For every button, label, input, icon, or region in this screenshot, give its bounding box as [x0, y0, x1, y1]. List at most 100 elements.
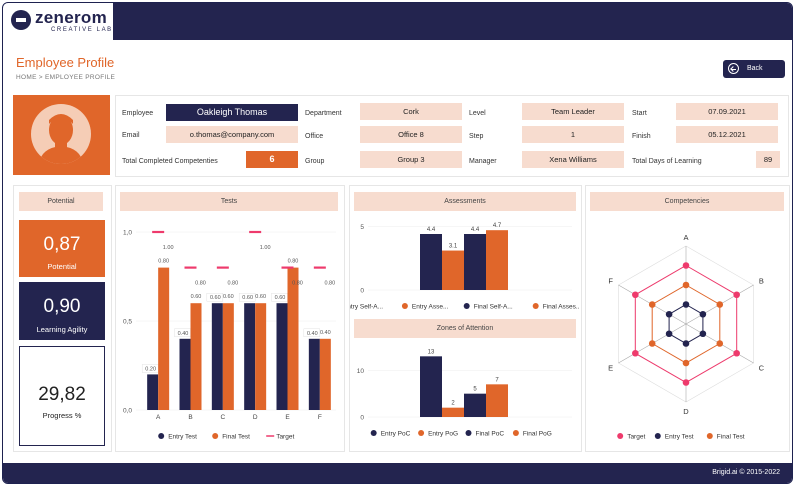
radar-point [699, 330, 707, 338]
data-label-final: 0.60 [255, 294, 266, 300]
start-value: 07.09.2021 [676, 103, 778, 120]
y-tick-label: 0,0 [123, 408, 132, 415]
radar-point [665, 330, 673, 338]
legend-label: Entry Test [665, 434, 694, 441]
data-label-box [238, 292, 256, 302]
user-avatar-icon [31, 104, 91, 164]
legend-label: Final Test [222, 434, 250, 441]
radar-point [648, 301, 656, 308]
footer-text: Brigid.ai © 2015-2022 [712, 469, 780, 476]
profile-details: Employee Oakleigh Thomas Email o.thomas@… [115, 95, 789, 177]
competencies-label: Total Completed Competenties [122, 158, 218, 165]
radar-axis-label: C [759, 364, 765, 373]
back-button-label: Back [747, 65, 763, 72]
breadcrumb[interactable]: HOME > EMPLOYEE PROFILE [16, 74, 116, 81]
x-tick-label: F [318, 414, 322, 421]
progress-kpi: 29,82 Progress % [19, 346, 105, 446]
page-title: Employee Profile [16, 55, 115, 70]
data-label-target: 1.00 [163, 245, 174, 251]
radar-point [632, 349, 639, 357]
brand-logo[interactable]: zenerom CREATIVE LAB [3, 3, 113, 40]
potential-panel: Potential 0,87 Potential 0,90 Learning A… [13, 185, 112, 452]
x-tick-label: B [188, 414, 192, 421]
legend-marker [212, 433, 219, 439]
competencies-chart-title: Competencies [590, 192, 784, 211]
bar-final-test [255, 303, 267, 410]
department-value: Cork [360, 103, 462, 120]
department-label: Department [305, 110, 342, 117]
legend-marker [532, 303, 539, 309]
bar-entry-test [276, 303, 288, 410]
agility-kpi-value: 0,90 [43, 296, 81, 317]
data-label: 4.4 [471, 227, 480, 233]
data-label-final: 0.40 [320, 330, 331, 336]
bar-final-test [222, 303, 234, 410]
employee-label: Employee [122, 110, 154, 117]
y-tick-label: 0,5 [123, 319, 132, 326]
tests-panel: Tests 0,0 0,5 1,0 0.20 0.80 1.00 A 0.40 0.60 0.80… [115, 185, 345, 452]
bar-orange [486, 384, 508, 417]
top-bar: zenerom CREATIVE LAB [3, 3, 792, 40]
radar-point [682, 301, 690, 308]
progress-kpi-value: 29,82 [38, 384, 86, 405]
potential-kpi-caption: Potential [47, 262, 77, 271]
data-label-entry: 0.20 [145, 366, 156, 372]
brand-tagline: CREATIVE LAB [51, 27, 113, 33]
legend-marker [418, 430, 425, 436]
competencies-chart: A B C D E F Target Entry Test Final Test [608, 233, 765, 441]
assessments-panel: Assessments 0 5 4.4 3.1 4.4 4.7 Entry Self-A..… [349, 185, 582, 452]
competencies-panel: Competencies A B C D E F Target Entry Test Final… [585, 185, 790, 452]
bar-navy [420, 234, 442, 290]
start-label: Start [632, 110, 647, 117]
zones-chart: 0 10 13 2 5 7 Entry PoC Entry PoG Final PoC Final… [357, 349, 572, 438]
radar-point [733, 349, 740, 357]
radar-point [682, 340, 690, 347]
data-label: 2 [451, 401, 455, 407]
bar-final-test [158, 267, 170, 410]
radar-axis-label: F [608, 277, 613, 286]
data-label-entry: 0.60 [242, 295, 253, 301]
logo-mark-icon [11, 10, 31, 30]
bar-entry-test [211, 303, 223, 410]
avatar [13, 95, 110, 175]
data-label-entry: 0.60 [275, 295, 286, 301]
employee-value: Oakleigh Thomas [166, 104, 298, 121]
legend-marker [654, 433, 661, 439]
legend-label: Target [276, 434, 294, 441]
radar-point [682, 262, 690, 269]
email-value: o.thomas@company.com [166, 126, 298, 143]
radar-axis-label: D [683, 407, 689, 416]
legend-label: Entry Self-A... [350, 304, 383, 311]
days-value: 89 [756, 151, 780, 168]
radar-point [682, 281, 690, 289]
back-button[interactable]: Back [723, 60, 785, 78]
legend-marker [512, 430, 519, 436]
finish-label: Finish [632, 133, 651, 140]
legend-marker [158, 433, 165, 439]
radar-point [716, 340, 724, 347]
assessments-chart-title: Assessments [354, 192, 576, 211]
bar-entry-test [308, 338, 320, 410]
radar-axis-label: A [683, 233, 688, 242]
y-tick-label: 5 [360, 224, 364, 231]
legend-label: Final PoC [476, 431, 505, 438]
bar-navy [420, 356, 442, 417]
y-tick-label: 10 [357, 368, 365, 375]
days-label: Total Days of Learning [632, 158, 702, 165]
brand-name: zenerom [35, 8, 108, 27]
footer: Brigid.ai © 2015-2022 [3, 463, 792, 483]
data-label-box [206, 292, 224, 302]
bar-entry-test [147, 374, 159, 410]
bar-entry-test [244, 303, 256, 410]
office-value: Office 8 [360, 126, 462, 143]
bar-navy [464, 393, 486, 417]
office-label: Office [305, 133, 324, 140]
data-label-target: 0.80 [292, 281, 303, 287]
x-tick-label: C [220, 414, 225, 421]
data-label-target: 0.80 [227, 281, 238, 287]
y-tick-label: 0 [360, 415, 364, 422]
agility-kpi: 0,90 Learning Agility [19, 282, 105, 340]
data-label: 7 [495, 377, 499, 383]
